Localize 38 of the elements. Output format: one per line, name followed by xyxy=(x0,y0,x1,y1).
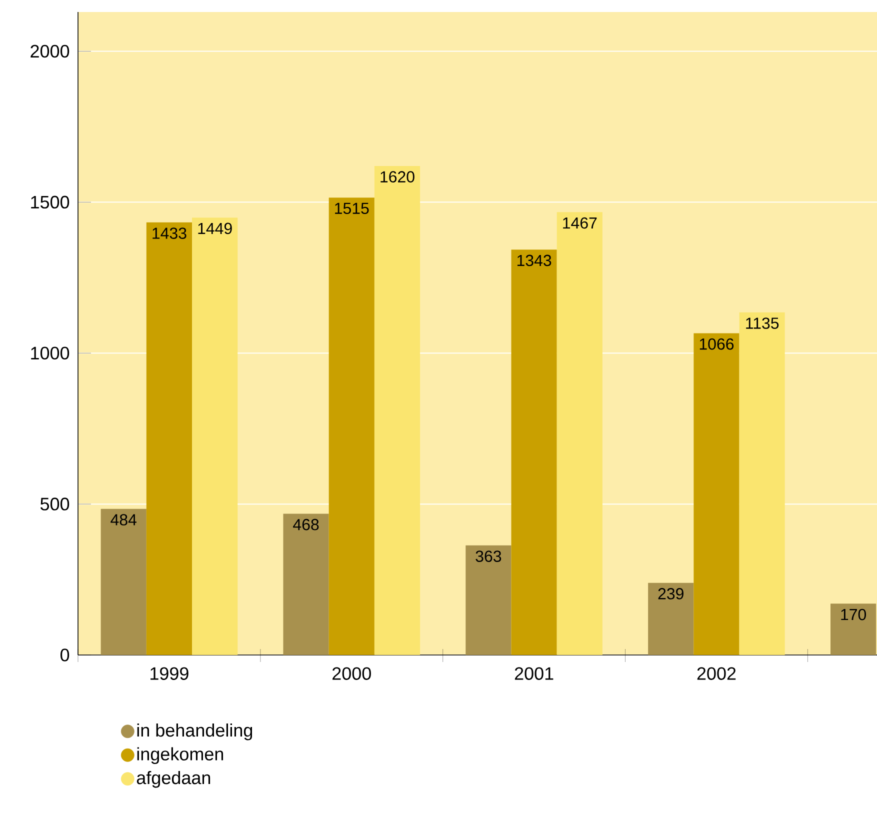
data-label: 1135 xyxy=(746,318,779,329)
data-label: 363 xyxy=(476,550,502,562)
bar xyxy=(192,218,238,656)
legend-label: afgedaan xyxy=(136,770,210,788)
x-tick-label: 2002 xyxy=(697,667,736,680)
bar xyxy=(694,333,740,656)
bar xyxy=(466,545,512,656)
data-label: 1433 xyxy=(152,228,186,239)
bar xyxy=(146,222,192,656)
legend-label: ingekomen xyxy=(137,747,224,764)
bar xyxy=(739,312,785,656)
bar xyxy=(328,198,374,656)
x-tick-label: 2000 xyxy=(332,667,371,680)
x-tick-label: 2001 xyxy=(514,667,554,680)
x-tick-label: 1999 xyxy=(150,667,188,680)
bar xyxy=(374,166,420,656)
data-label: 1449 xyxy=(198,222,232,234)
bar xyxy=(100,508,146,656)
y-tick-label: 0 xyxy=(60,648,70,662)
data-label: 468 xyxy=(293,518,319,530)
data-label: 1620 xyxy=(380,171,414,182)
data-label: 484 xyxy=(110,514,136,526)
legend-label: in behandeling xyxy=(137,724,252,740)
data-label: 1467 xyxy=(563,217,597,229)
y-tick-label: 2000 xyxy=(30,44,70,58)
data-label: 170 xyxy=(841,608,866,620)
bar xyxy=(511,250,557,656)
y-tick-label: 1000 xyxy=(31,346,70,360)
y-tick-label: 500 xyxy=(40,498,70,510)
bar xyxy=(830,604,876,656)
bar xyxy=(556,212,602,656)
data-label: 1515 xyxy=(335,202,369,214)
bar xyxy=(648,582,694,656)
bar xyxy=(283,514,329,656)
y-tick-label: 1500 xyxy=(31,196,70,209)
data-label: 1343 xyxy=(517,254,552,266)
data-label: 239 xyxy=(658,588,684,600)
data-label: 1066 xyxy=(700,338,734,350)
